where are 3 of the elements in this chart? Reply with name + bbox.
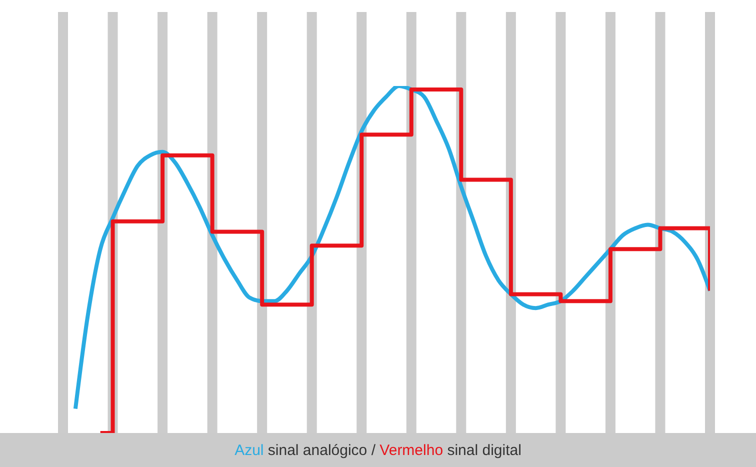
text: Azul sinal analógico (234, 442, 368, 458)
text: / (371, 442, 376, 458)
text: Vermelho sinal digital (380, 442, 522, 458)
